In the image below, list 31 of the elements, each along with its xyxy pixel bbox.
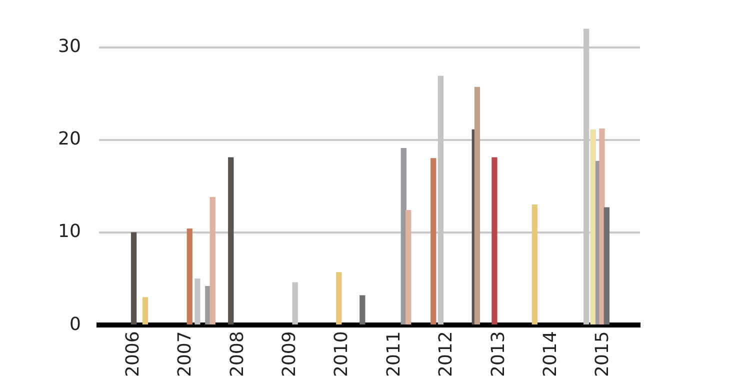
bar <box>474 86 480 325</box>
bar <box>406 210 412 325</box>
bar <box>430 158 436 325</box>
x-tick-label: 2012 <box>436 331 457 378</box>
bar <box>336 272 342 325</box>
y-tick-label: 20 <box>58 128 81 150</box>
bar <box>210 197 216 325</box>
bar <box>532 204 538 325</box>
bar <box>292 282 298 325</box>
y-tick-label: 30 <box>58 36 81 57</box>
x-tick-label: 2008 <box>226 331 248 378</box>
x-tick-label: 2015 <box>592 331 614 378</box>
bar <box>360 295 366 325</box>
y-tick-label: 0 <box>69 314 81 335</box>
x-tick-label: 2006 <box>122 331 144 378</box>
bar <box>604 207 610 325</box>
x-tick-label: 2011 <box>383 331 404 378</box>
x-tick-label: 2007 <box>174 331 196 378</box>
x-tick-label: 2009 <box>279 331 300 378</box>
x-tick-label: 2014 <box>540 331 562 378</box>
bar <box>194 278 200 325</box>
x-tick-label: 2010 <box>331 331 352 378</box>
bar <box>492 157 498 325</box>
y-tick-label: 10 <box>58 221 81 242</box>
bar <box>130 232 137 325</box>
bar <box>228 157 234 325</box>
bar <box>186 228 192 325</box>
bar <box>590 129 596 325</box>
bar <box>142 297 148 325</box>
bar <box>599 128 605 325</box>
x-tick-label: 2013 <box>488 331 509 378</box>
